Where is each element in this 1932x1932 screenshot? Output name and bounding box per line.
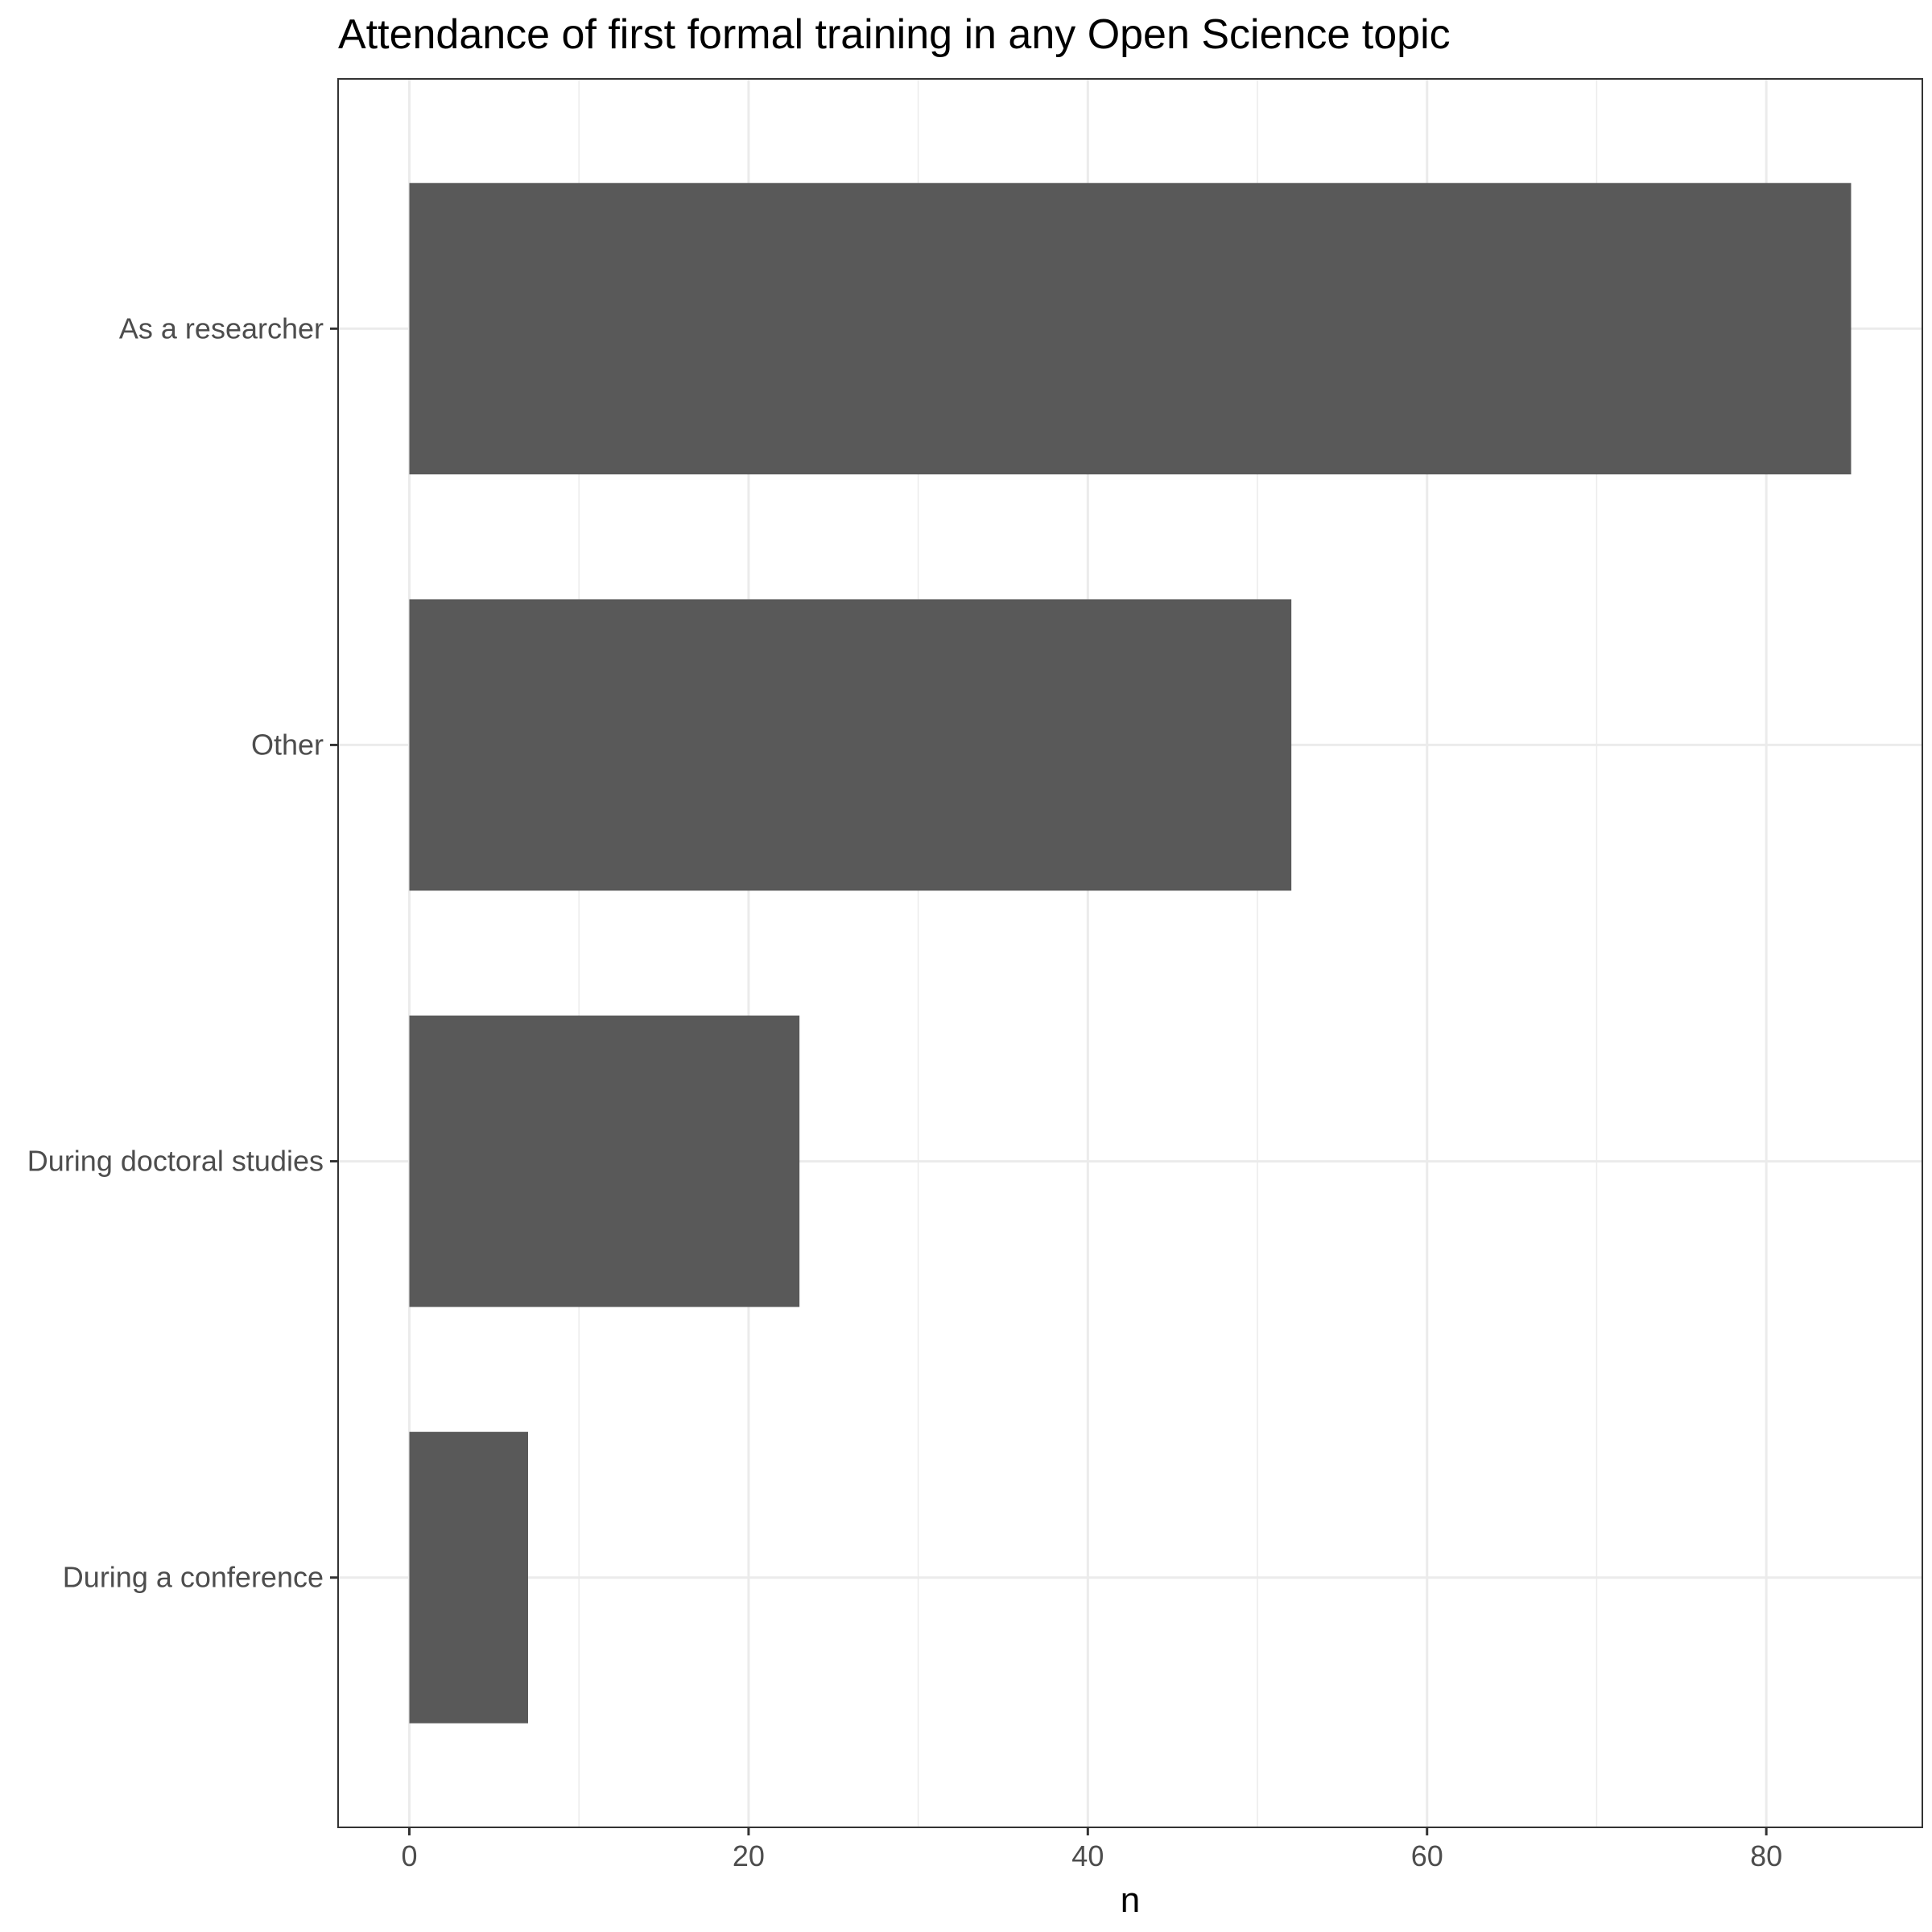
y-tick-label: During doctoral studies (27, 1145, 324, 1178)
y-axis: As a researcher Other During doctoral stud… (27, 312, 338, 1594)
x-tick-label: 20 (733, 1839, 765, 1872)
x-tick-label: 60 (1411, 1839, 1443, 1872)
x-tick-label: 0 (401, 1839, 417, 1872)
x-tick-label: 40 (1071, 1839, 1104, 1872)
y-tick-label: As a researcher (119, 312, 324, 345)
y-tick-label: During a conference (63, 1561, 324, 1594)
bar (409, 183, 1852, 475)
bars (409, 183, 1852, 1724)
x-tick-label: 80 (1750, 1839, 1782, 1872)
bar (409, 1015, 800, 1307)
panel-border (337, 78, 1923, 1828)
chart-title: Attendance of first formal training in a… (338, 11, 1451, 58)
y-tick-label: Other (251, 728, 324, 761)
bar (409, 1431, 528, 1724)
x-axis-title: n (1121, 1880, 1140, 1920)
x-axis: 0 20 40 60 80 (401, 1827, 1782, 1872)
bar (409, 599, 1292, 891)
